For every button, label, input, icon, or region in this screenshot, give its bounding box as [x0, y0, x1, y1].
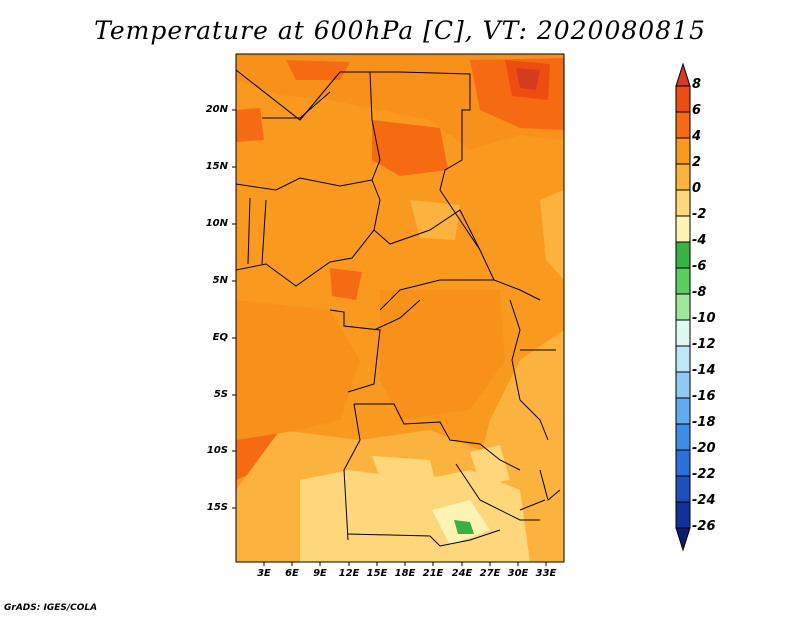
- colorbar-label: -14: [692, 363, 716, 378]
- colorbar-label: -16: [692, 389, 716, 404]
- lat-ticks: [232, 109, 236, 509]
- lon-label: 12E: [338, 568, 360, 579]
- lat-label: 15N: [205, 161, 228, 172]
- colorbar-box: [675, 137, 691, 165]
- colorbar-box: [675, 475, 691, 503]
- map-title: Temperature at 600hPa [C], VT: 202008081…: [94, 16, 706, 45]
- lon-label: 30E: [507, 568, 529, 579]
- lon-label: 15E: [366, 568, 388, 579]
- colorbar-box: [675, 371, 691, 399]
- colorbar-box: [675, 85, 691, 113]
- colorbar-box: [675, 241, 691, 269]
- colorbar-bottom-arrow: [675, 527, 691, 552]
- colorbar-box: [675, 215, 691, 243]
- colorbar-box: [675, 111, 691, 139]
- lon-label: 33E: [535, 568, 557, 579]
- colorbar-label: -26: [692, 519, 716, 534]
- colorbar-box: [675, 345, 691, 373]
- colorbar-box: [675, 293, 691, 321]
- colorbar-label: -24: [692, 493, 716, 508]
- colorbar-label: -2: [692, 207, 707, 222]
- colorbar-box: [675, 501, 691, 529]
- colorbar-label: 0: [692, 181, 702, 196]
- colorbar-label: -6: [692, 259, 707, 274]
- colorbar-label: 4: [692, 129, 702, 144]
- lon-label: 24E: [451, 568, 473, 579]
- colorbar: [675, 62, 691, 552]
- country-borders: [236, 69, 561, 547]
- colorbar-label: -18: [692, 415, 716, 430]
- lon-label: 3E: [257, 568, 271, 579]
- lon-ticks: [263, 562, 547, 566]
- lat-label: 15S: [206, 502, 228, 513]
- lat-label: 10N: [205, 218, 228, 229]
- colorbar-label: -4: [692, 233, 707, 248]
- colorbar-box: [675, 449, 691, 477]
- lon-label: 6E: [285, 568, 299, 579]
- colorbar-box: [675, 423, 691, 451]
- colorbar-box: [675, 267, 691, 295]
- temperature-field: [236, 54, 564, 562]
- colorbar-label: -22: [692, 467, 716, 482]
- colorbar-label: 6: [692, 103, 702, 118]
- lon-label: 21E: [422, 568, 444, 579]
- colorbar-box: [675, 163, 691, 191]
- colorbar-label: 8: [692, 77, 702, 92]
- colorbar-label: -8: [692, 285, 707, 300]
- colorbar-label: -20: [692, 441, 716, 456]
- lat-label: 5N: [212, 275, 228, 286]
- colorbar-boxes: [675, 62, 691, 552]
- map-frame: [235, 53, 565, 563]
- lon-label: 9E: [313, 568, 327, 579]
- colorbar-label: 2: [692, 155, 702, 170]
- colorbar-label: -12: [692, 337, 716, 352]
- lon-label: 27E: [479, 568, 501, 579]
- lat-label: EQ: [212, 332, 228, 343]
- lon-label: 18E: [394, 568, 416, 579]
- lat-label: 5S: [213, 389, 228, 400]
- colorbar-top-arrow: [675, 62, 691, 87]
- colorbar-label: -10: [692, 311, 716, 326]
- lat-label: 10S: [206, 445, 228, 456]
- colorbar-box: [675, 319, 691, 347]
- colorbar-box: [675, 397, 691, 425]
- colorbar-box: [675, 189, 691, 217]
- lat-label: 20N: [205, 104, 228, 115]
- footer-credit: GrADS: IGES/COLA: [4, 603, 98, 613]
